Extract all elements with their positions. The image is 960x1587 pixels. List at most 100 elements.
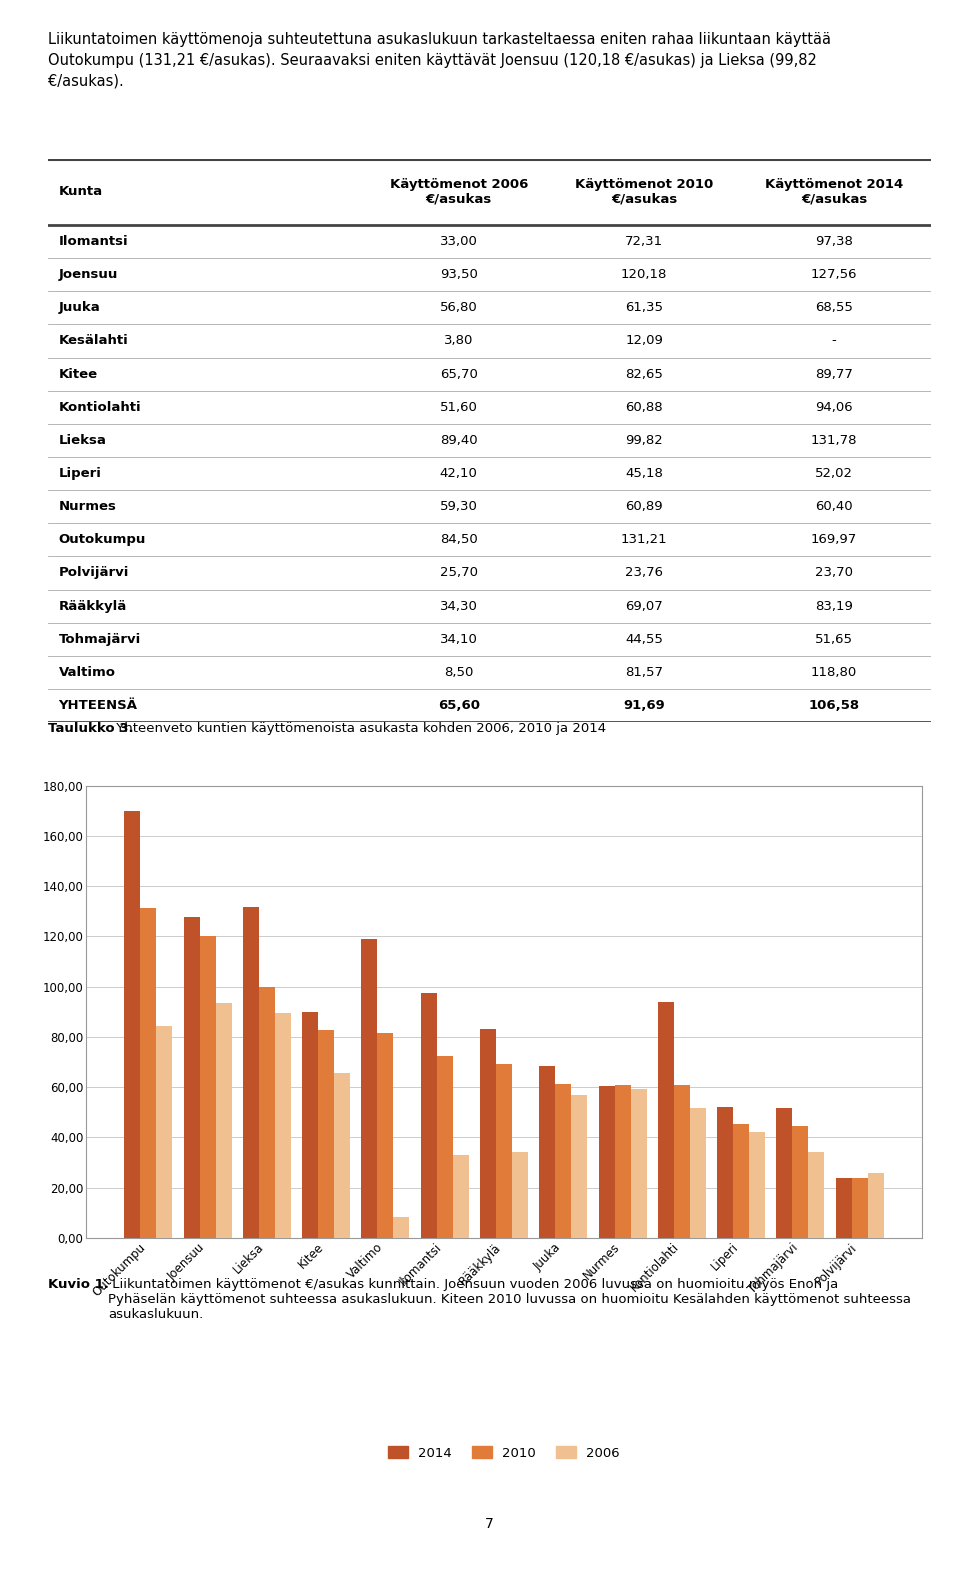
Text: Tohmajärvi: Tohmajärvi bbox=[59, 633, 141, 646]
Bar bbox=[733, 1124, 749, 1238]
Text: Juuka: Juuka bbox=[59, 302, 101, 314]
Text: Yhteenveto kuntien käyttömenoista asukasta kohden 2006, 2010 ja 2014: Yhteenveto kuntien käyttömenoista asukas… bbox=[111, 722, 606, 735]
Bar bbox=[156, 1025, 173, 1238]
Bar bbox=[200, 936, 216, 1238]
Text: 51,65: 51,65 bbox=[815, 633, 853, 646]
Bar bbox=[216, 1003, 231, 1238]
Text: Käyttömenot 2014
€/asukas: Käyttömenot 2014 €/asukas bbox=[765, 178, 903, 206]
Text: 106,58: 106,58 bbox=[808, 698, 859, 713]
Text: 44,55: 44,55 bbox=[625, 633, 663, 646]
Text: Rääkkylä: Rääkkylä bbox=[59, 600, 127, 613]
Text: 65,70: 65,70 bbox=[440, 368, 478, 381]
Text: 3,80: 3,80 bbox=[444, 335, 473, 348]
Bar bbox=[302, 1013, 318, 1238]
Bar bbox=[749, 1132, 765, 1238]
Text: 56,80: 56,80 bbox=[440, 302, 477, 314]
Text: 89,40: 89,40 bbox=[440, 433, 477, 448]
Text: Kontiolahti: Kontiolahti bbox=[59, 402, 141, 414]
Bar bbox=[614, 1086, 631, 1238]
Text: 89,77: 89,77 bbox=[815, 368, 853, 381]
Text: 60,40: 60,40 bbox=[815, 500, 852, 513]
Text: 84,50: 84,50 bbox=[440, 533, 477, 546]
Bar bbox=[394, 1217, 410, 1238]
Text: 23,76: 23,76 bbox=[625, 567, 663, 579]
Text: 120,18: 120,18 bbox=[621, 268, 667, 281]
Bar bbox=[480, 1028, 496, 1238]
Bar bbox=[512, 1152, 528, 1238]
Bar bbox=[792, 1125, 808, 1238]
Text: 45,18: 45,18 bbox=[625, 467, 663, 479]
Text: Liperi: Liperi bbox=[59, 467, 102, 479]
Bar bbox=[140, 908, 156, 1238]
Bar bbox=[674, 1086, 690, 1238]
Text: 60,88: 60,88 bbox=[625, 402, 663, 414]
Text: Nurmes: Nurmes bbox=[59, 500, 116, 513]
Bar bbox=[453, 1155, 468, 1238]
Text: 72,31: 72,31 bbox=[625, 235, 663, 248]
Bar bbox=[852, 1178, 868, 1238]
Text: 12,09: 12,09 bbox=[625, 335, 663, 348]
Bar bbox=[658, 1001, 674, 1238]
Text: 34,10: 34,10 bbox=[440, 633, 478, 646]
Text: 127,56: 127,56 bbox=[811, 268, 857, 281]
Text: Kunta: Kunta bbox=[59, 186, 103, 198]
Text: 68,55: 68,55 bbox=[815, 302, 853, 314]
Text: Outokumpu: Outokumpu bbox=[59, 533, 146, 546]
Text: 34,30: 34,30 bbox=[440, 600, 478, 613]
Text: Liikuntatoimen käyttömenot €/asukas kunnittain. Joensuun vuoden 2006 luvussa on : Liikuntatoimen käyttömenot €/asukas kunn… bbox=[108, 1278, 911, 1320]
Text: Polvijärvi: Polvijärvi bbox=[59, 567, 129, 579]
Bar bbox=[690, 1108, 706, 1238]
Text: Käyttömenot 2010
€/asukas: Käyttömenot 2010 €/asukas bbox=[575, 178, 713, 206]
Text: Kitee: Kitee bbox=[59, 368, 98, 381]
Text: Valtimo: Valtimo bbox=[59, 667, 115, 679]
Bar bbox=[243, 906, 259, 1238]
Text: 97,38: 97,38 bbox=[815, 235, 853, 248]
Bar bbox=[437, 1057, 453, 1238]
Bar bbox=[125, 811, 140, 1238]
Text: 65,60: 65,60 bbox=[438, 698, 480, 713]
Text: 52,02: 52,02 bbox=[815, 467, 853, 479]
Text: 7: 7 bbox=[485, 1517, 494, 1530]
Bar bbox=[598, 1086, 614, 1238]
Bar bbox=[571, 1095, 588, 1238]
Text: Käyttömenot 2006
€/asukas: Käyttömenot 2006 €/asukas bbox=[390, 178, 528, 206]
Text: 59,30: 59,30 bbox=[440, 500, 478, 513]
Text: 42,10: 42,10 bbox=[440, 467, 478, 479]
Bar bbox=[259, 987, 275, 1238]
Text: 82,65: 82,65 bbox=[625, 368, 663, 381]
Text: 93,50: 93,50 bbox=[440, 268, 478, 281]
Bar bbox=[868, 1173, 883, 1238]
Bar bbox=[183, 917, 200, 1238]
Bar bbox=[808, 1152, 825, 1238]
Text: 169,97: 169,97 bbox=[811, 533, 857, 546]
Text: 118,80: 118,80 bbox=[811, 667, 857, 679]
Text: 131,21: 131,21 bbox=[621, 533, 667, 546]
Legend: 2014, 2010, 2006: 2014, 2010, 2006 bbox=[381, 1439, 627, 1466]
Text: 23,70: 23,70 bbox=[815, 567, 853, 579]
Text: 91,69: 91,69 bbox=[623, 698, 665, 713]
Text: 69,07: 69,07 bbox=[625, 600, 663, 613]
Bar bbox=[318, 1030, 334, 1238]
Text: 33,00: 33,00 bbox=[440, 235, 478, 248]
Bar bbox=[555, 1084, 571, 1238]
Text: Kesälahti: Kesälahti bbox=[59, 335, 129, 348]
Text: 131,78: 131,78 bbox=[811, 433, 857, 448]
Text: Ilomantsi: Ilomantsi bbox=[59, 235, 129, 248]
Text: 61,35: 61,35 bbox=[625, 302, 663, 314]
Bar bbox=[540, 1065, 555, 1238]
Text: 8,50: 8,50 bbox=[444, 667, 473, 679]
Text: Joensuu: Joensuu bbox=[59, 268, 118, 281]
Bar bbox=[777, 1108, 792, 1238]
Text: 83,19: 83,19 bbox=[815, 600, 853, 613]
Bar bbox=[377, 1033, 394, 1238]
Bar bbox=[631, 1089, 646, 1238]
Text: Lieksa: Lieksa bbox=[59, 433, 107, 448]
Text: -: - bbox=[831, 335, 836, 348]
Bar bbox=[717, 1108, 733, 1238]
Text: Taulukko 3.: Taulukko 3. bbox=[48, 722, 133, 735]
Text: 51,60: 51,60 bbox=[440, 402, 478, 414]
Text: 25,70: 25,70 bbox=[440, 567, 478, 579]
Text: 60,89: 60,89 bbox=[625, 500, 663, 513]
Bar bbox=[420, 993, 437, 1238]
Text: YHTEENSÄ: YHTEENSÄ bbox=[59, 698, 137, 713]
